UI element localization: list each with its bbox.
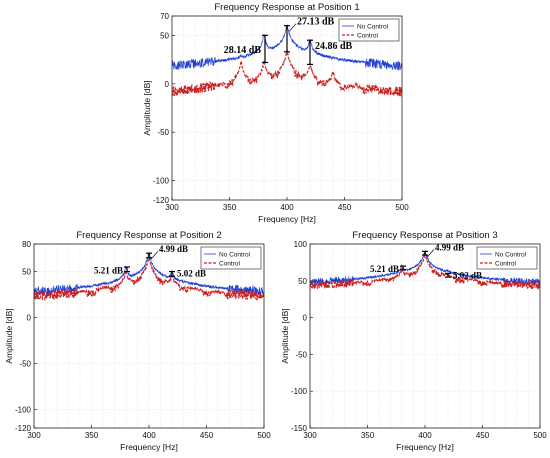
x-tick-label: 450: [338, 203, 352, 212]
x-axis-label: Frequency [Hz]: [396, 442, 454, 452]
x-tick-label: 300: [165, 203, 179, 212]
x-tick-label: 350: [361, 431, 375, 440]
legend-label-control: Control: [495, 260, 517, 267]
y-axis-label: Amplitude [dB]: [280, 308, 290, 363]
y-tick-label: -50: [19, 360, 31, 369]
annotation-label: 5.02 dB: [453, 270, 482, 280]
annotation-leader: [150, 250, 159, 260]
reduction-annotation: 24.86 dB: [307, 39, 353, 66]
chart-panel-2: 300 350 400 450 500 -120 -100 -50 0 50 80 Frequency…: [4, 230, 271, 452]
x-tick-label: 450: [200, 431, 214, 440]
annotation-label: 5.21 dB: [370, 264, 399, 274]
y-tick-label: -150: [291, 424, 308, 433]
x-tick-label: 300: [303, 431, 317, 440]
y-tick-label: -120: [15, 424, 32, 433]
x-tick-label: 400: [418, 431, 432, 440]
y-tick-label: 100: [294, 240, 308, 249]
y-tick-label: -100: [291, 387, 308, 396]
y-tick-label: 50: [22, 268, 31, 277]
x-tick-label: 300: [27, 431, 41, 440]
annotation-label: 4.99 dB: [435, 242, 464, 252]
legend-label-no-control: No Control: [219, 251, 251, 258]
chart-panel-3: 300 350 400 450 500 -150 -100 -50 0 50 100 Frequenc…: [280, 230, 547, 452]
x-tick-label: 500: [533, 431, 547, 440]
legend: No Control Control: [338, 18, 400, 42]
legend: No Control Control: [476, 246, 538, 270]
y-tick-label: -50: [295, 350, 307, 359]
x-tick-label: 400: [142, 431, 156, 440]
x-tick-label: 350: [223, 203, 237, 212]
y-tick-label: 50: [160, 31, 169, 40]
annotation-label: 27.13 dB: [297, 17, 335, 28]
chart-title: Frequency Response at Position 2: [76, 230, 221, 241]
legend-label-control: Control: [357, 32, 379, 39]
y-tick-label: -120: [153, 196, 170, 205]
y-tick-label: 70: [160, 12, 169, 21]
annotation-label: 28.14 dB: [224, 45, 262, 56]
reduction-annotation: 4.99 dB: [146, 244, 188, 260]
reduction-annotation: 27.13 dB: [284, 17, 335, 53]
annotation-leader: [288, 23, 297, 32]
x-tick-label: 350: [85, 431, 99, 440]
y-tick-label: 80: [22, 240, 31, 249]
y-axis-label: Amplitude [dB]: [4, 308, 14, 363]
y-tick-label: 0: [165, 80, 170, 89]
annotation-label: 5.02 dB: [177, 269, 206, 279]
x-axis-label: Frequency [Hz]: [120, 442, 178, 452]
y-tick-label: -100: [153, 177, 170, 186]
reduction-annotation: 5.02 dB: [445, 270, 482, 280]
reduction-annotation: 5.21 dB: [370, 264, 406, 274]
series-line-control: [34, 256, 264, 302]
legend-label-no-control: No Control: [357, 23, 389, 30]
annotation-label: 5.21 dB: [94, 265, 123, 275]
y-tick-label: 0: [27, 314, 32, 323]
x-tick-label: 500: [257, 431, 271, 440]
y-tick-label: -100: [15, 406, 32, 415]
x-tick-label: 450: [476, 431, 490, 440]
legend: No Control Control: [200, 246, 262, 270]
x-tick-label: 400: [280, 203, 294, 212]
x-axis-label: Frequency [Hz]: [258, 214, 316, 224]
reduction-annotation: 28.14 dB: [224, 34, 268, 64]
chart-panel-1: 300 350 400 450 500 -120 -100 -50 0 50 70 Frequency…: [142, 2, 409, 224]
y-tick-label: -50: [157, 128, 169, 137]
y-tick-label: 50: [298, 277, 307, 286]
reduction-annotation: 5.02 dB: [169, 269, 206, 279]
y-tick-label: 0: [303, 314, 308, 323]
legend-label-no-control: No Control: [495, 251, 527, 258]
annotation-leader: [426, 249, 435, 258]
annotation-label: 24.86 dB: [315, 41, 353, 52]
legend-label-control: Control: [219, 260, 241, 267]
y-axis-label: Amplitude [dB]: [142, 80, 152, 135]
reduction-annotation: 5.21 dB: [94, 265, 130, 275]
reduction-annotation: 4.99 dB: [422, 242, 464, 258]
chart-title: Frequency Response at Position 1: [214, 2, 359, 13]
x-tick-label: 500: [395, 203, 409, 212]
chart-title: Frequency Response at Position 3: [352, 230, 497, 241]
annotation-label: 4.99 dB: [159, 244, 188, 254]
